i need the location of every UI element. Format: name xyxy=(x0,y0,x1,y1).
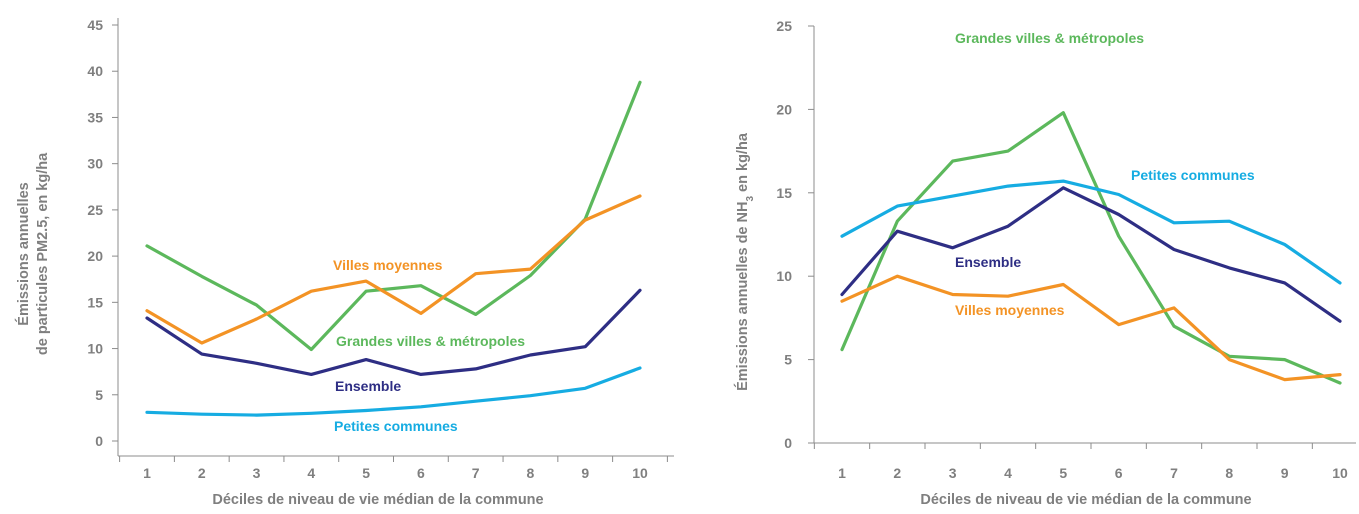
series-line-petites-communes xyxy=(145,366,642,417)
series-label-ensemble: Ensemble xyxy=(955,254,1021,270)
series-line-petites-communes xyxy=(840,179,1342,285)
y-tick-label: 0 xyxy=(95,433,103,449)
y-tick-label: 20 xyxy=(776,101,792,117)
y-axis-title: Émissions annuelles de NH3 en kg/ha xyxy=(734,132,756,391)
x-tick-label: 7 xyxy=(472,465,480,481)
x-tick-label: 2 xyxy=(198,465,206,481)
x-tick-label: 10 xyxy=(632,465,648,481)
x-tick-label: 10 xyxy=(1332,465,1348,481)
x-tick-label: 6 xyxy=(1115,465,1123,481)
x-tick-label: 5 xyxy=(362,465,370,481)
series-line-grandes-villes-m-tropoles xyxy=(145,80,642,352)
y-tick-label: 30 xyxy=(87,156,103,172)
series-label-petites-communes: Petites communes xyxy=(1131,167,1255,183)
series-label-grandes-villes: Grandes villes & métropoles xyxy=(955,30,1144,46)
x-tick-label: 5 xyxy=(1059,465,1067,481)
series-layer xyxy=(840,111,1342,385)
series-label-ensemble: Ensemble xyxy=(335,378,401,394)
tick-layer: 0 5 10 15 20 25 1 2 3 4 5 6 7 8 9 10 xyxy=(776,18,1348,481)
y-tick-label: 15 xyxy=(776,185,792,201)
series-line-villes-moyennes xyxy=(840,274,1342,382)
x-tick-label: 7 xyxy=(1170,465,1178,481)
chart-nh3: Émissions annuelles de NH3 en kg/ha 0 5 10… xyxy=(734,18,1356,508)
y-tick-label: 15 xyxy=(87,294,103,310)
y-axis-title: Émissions annuelles de particules PM2.5,… xyxy=(15,152,51,355)
series-label-villes-moyennes: Villes moyennes xyxy=(333,257,443,273)
y-tick-label: 35 xyxy=(87,109,103,125)
x-axis-title: Déciles de niveau de vie médian de la co… xyxy=(212,492,543,508)
series-line-ensemble xyxy=(145,288,642,376)
x-axis-title: Déciles de niveau de vie médian de la co… xyxy=(920,492,1251,508)
y-tick-label: 20 xyxy=(87,248,103,264)
x-tick-label: 4 xyxy=(307,465,315,481)
x-tick-label: 9 xyxy=(581,465,589,481)
series-label-grandes-villes: Grandes villes & métropoles xyxy=(336,333,525,349)
series-line-ensemble xyxy=(840,186,1342,323)
y-tick-label: 5 xyxy=(95,387,103,403)
y-tick-label: 10 xyxy=(776,268,792,284)
x-tick-label: 9 xyxy=(1281,465,1289,481)
y-axis-title-line1: Émissions annuelles xyxy=(15,182,32,325)
x-tick-label: 6 xyxy=(417,465,425,481)
series-label-petites-communes: Petites communes xyxy=(334,418,458,434)
x-tick-label: 8 xyxy=(527,465,535,481)
x-tick-label: 3 xyxy=(253,465,261,481)
x-tick-label: 3 xyxy=(949,465,957,481)
series-line-villes-moyennes xyxy=(145,194,642,345)
x-tick-label: 1 xyxy=(143,465,151,481)
x-tick-label: 1 xyxy=(838,465,846,481)
chart-pm25: Émissions annuelles de particules PM2.5,… xyxy=(15,17,674,508)
y-tick-label: 25 xyxy=(776,18,792,34)
y-tick-label: 40 xyxy=(87,63,103,79)
x-tick-label: 4 xyxy=(1004,465,1012,481)
y-tick-label: 5 xyxy=(784,352,792,368)
y-tick-label: 25 xyxy=(87,202,103,218)
y-tick-label: 0 xyxy=(784,435,792,451)
y-tick-label: 45 xyxy=(87,17,103,33)
series-line-grandes-villes-m-tropoles xyxy=(840,111,1342,385)
y-tick-label: 10 xyxy=(87,341,103,357)
series-layer xyxy=(145,80,642,417)
x-tick-label: 2 xyxy=(893,465,901,481)
y-axis-title-line2: de particules PM2.5, en kg/ha xyxy=(35,152,51,355)
x-tick-label: 8 xyxy=(1225,465,1233,481)
series-label-villes-moyennes: Villes moyennes xyxy=(955,302,1065,318)
